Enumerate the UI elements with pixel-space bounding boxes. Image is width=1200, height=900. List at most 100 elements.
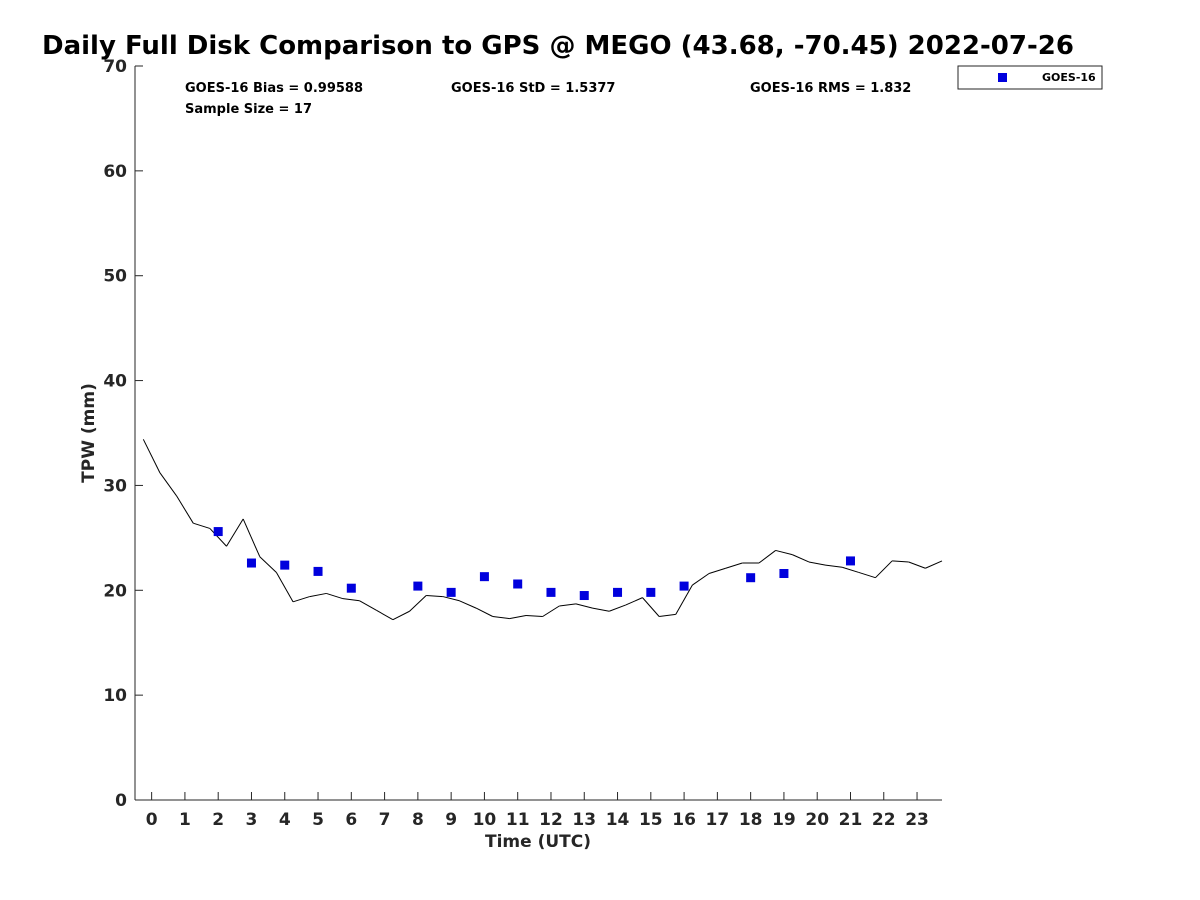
- gps-line-segment: [525, 614, 543, 617]
- x-tick-label: 13: [572, 810, 596, 830]
- x-axis-label: Time (UTC): [485, 832, 591, 852]
- gps-line-segment: [858, 571, 876, 579]
- gps-line-segment: [193, 522, 211, 529]
- gps-line-segment: [925, 560, 943, 569]
- x-tick-label: 2: [212, 810, 224, 830]
- x-tick-label: 12: [539, 810, 563, 830]
- gps-line-series: [142, 439, 943, 621]
- goes16-point: [779, 569, 789, 579]
- y-tick-label: 70: [103, 57, 127, 77]
- gps-line-segment: [908, 561, 926, 569]
- gps-line-segment: [309, 592, 327, 598]
- x-tick-label: 17: [706, 810, 730, 830]
- y-tick-label: 40: [103, 372, 127, 392]
- goes16-point: [479, 572, 489, 582]
- x-tick-label: 9: [445, 810, 457, 830]
- y-tick-label: 60: [103, 162, 127, 182]
- gps-line-segment: [292, 596, 310, 603]
- gps-line-segment: [342, 598, 360, 602]
- y-ticks: 0 10 20 30 40 50 60 70: [103, 57, 143, 811]
- gps-line-segment: [808, 561, 826, 566]
- x-tick-label: 0: [146, 810, 158, 830]
- gps-line-segment: [242, 518, 261, 557]
- y-axis-label: TPW (mm): [79, 383, 99, 483]
- goes16-point: [413, 581, 423, 591]
- x-tick-label: 21: [839, 810, 863, 830]
- x-tick-label: 7: [379, 810, 391, 830]
- gps-line-segment: [459, 600, 477, 609]
- y-tick-label: 50: [103, 267, 127, 287]
- gps-line-segment: [625, 597, 643, 606]
- y-tick-label: 30: [103, 476, 127, 496]
- x-tick-label: 1: [179, 810, 191, 830]
- gps-line-segment: [708, 567, 726, 574]
- gps-line-segment: [359, 600, 377, 611]
- x-tick-label: 23: [905, 810, 929, 830]
- x-tick-label: 18: [739, 810, 763, 830]
- x-tick-label: 3: [246, 810, 258, 830]
- x-tick-label: 8: [412, 810, 424, 830]
- rms-stat: GOES-16 RMS = 1.832: [750, 81, 911, 96]
- gps-line-segment: [142, 439, 161, 474]
- goes16-point: [746, 573, 756, 583]
- gps-line-segment: [875, 560, 893, 579]
- gps-line-segment: [758, 550, 776, 564]
- gps-line-segment: [409, 595, 427, 612]
- x-tick-label: 11: [506, 810, 530, 830]
- legend-box: [957, 65, 1103, 90]
- goes16-point: [280, 560, 290, 570]
- gps-line-segment: [609, 604, 627, 612]
- y-tick-label: 0: [115, 791, 127, 811]
- x-tick-label: 6: [345, 810, 357, 830]
- goes16-point: [346, 583, 356, 593]
- x-tick-label: 4: [279, 810, 291, 830]
- gps-line-segment: [275, 572, 294, 603]
- bias-stat: GOES-16 Bias = 0.99588: [185, 81, 363, 96]
- goes16-point: [613, 587, 623, 597]
- gps-line-segment: [259, 556, 277, 573]
- x-ticks: 0 1 2 3 4 5 6 7 8 9 10 11 12 13 14 15 16 17 18 19 20 21 22 23: [146, 792, 929, 830]
- legend-marker-goes16: [998, 73, 1007, 82]
- x-tick-label: 15: [639, 810, 663, 830]
- gps-line-segment: [692, 573, 710, 586]
- gps-line-segment: [559, 603, 577, 607]
- gps-line-segment: [442, 596, 460, 602]
- gps-line-segment: [642, 597, 660, 617]
- x-tick-label: 14: [606, 810, 630, 830]
- goes16-point: [646, 587, 656, 597]
- y-tick-label: 20: [103, 581, 127, 601]
- gps-line-segment: [226, 518, 244, 547]
- gps-line-segment: [592, 607, 610, 612]
- goes16-point: [845, 556, 855, 566]
- gps-line-segment: [825, 564, 843, 568]
- gps-line-segment: [575, 603, 593, 609]
- goes16-point: [213, 527, 223, 537]
- x-tick-label: 10: [473, 810, 497, 830]
- gps-line-segment: [376, 609, 394, 621]
- gps-line-segment: [792, 554, 810, 563]
- gps-line-segment: [326, 592, 344, 600]
- gps-line-segment: [475, 607, 493, 617]
- gps-line-segment: [209, 528, 227, 547]
- goes16-marker-series: [213, 527, 855, 601]
- x-tick-label: 5: [312, 810, 324, 830]
- goes16-point: [579, 591, 589, 601]
- goes16-point: [546, 587, 556, 597]
- gps-line-segment: [659, 613, 676, 617]
- sample-size-stat: Sample Size = 17: [185, 102, 312, 117]
- goes16-point: [679, 581, 689, 591]
- goes16-point: [513, 579, 523, 589]
- x-tick-label: 19: [772, 810, 796, 830]
- gps-line-segment: [176, 495, 194, 524]
- goes16-point: [313, 566, 323, 576]
- gps-line-segment: [426, 595, 443, 598]
- legend: GOES-16: [957, 65, 1103, 90]
- gps-line-segment: [542, 605, 560, 617]
- gps-line-segment: [775, 549, 793, 556]
- x-tick-label: 20: [805, 810, 829, 830]
- gps-line-segment: [675, 584, 693, 615]
- gps-line-segment: [492, 616, 510, 620]
- gps-line-segment: [509, 614, 527, 620]
- gps-line-segment: [892, 560, 909, 563]
